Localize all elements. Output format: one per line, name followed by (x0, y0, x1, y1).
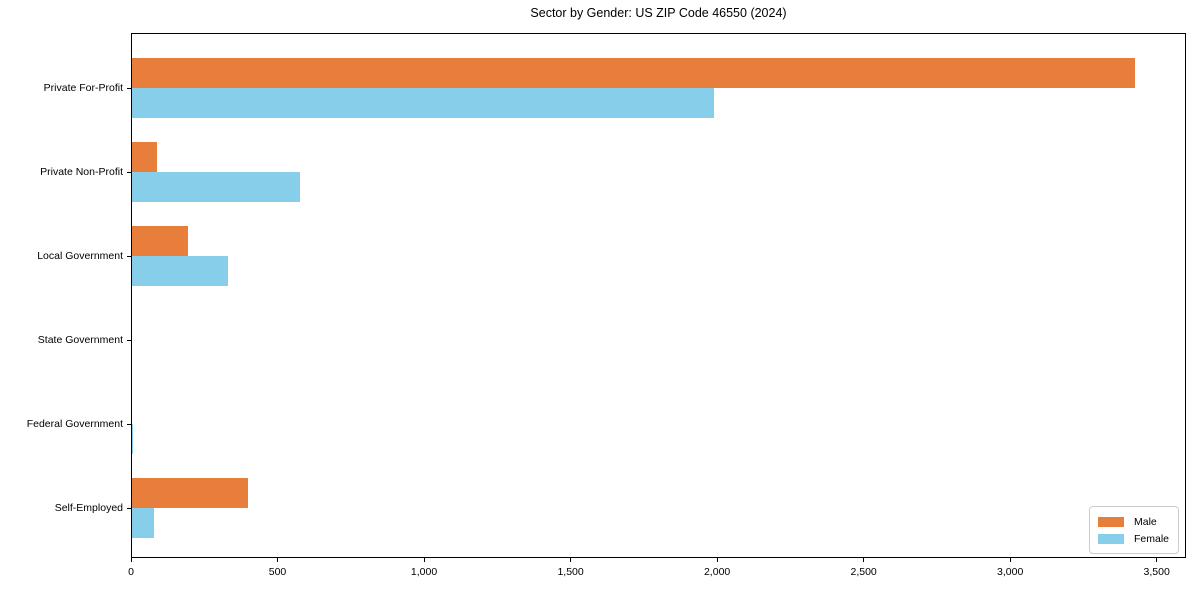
bar-female-3 (131, 340, 133, 370)
y-tick-label: Private For-Profit (43, 82, 123, 94)
bar-male-2 (131, 226, 189, 256)
x-tick-label: 1,500 (557, 566, 584, 578)
x-tick-mark (1156, 558, 1158, 562)
bar-female-2 (131, 256, 228, 286)
chart-title: Sector by Gender: US ZIP Code 46550 (202… (530, 6, 787, 20)
bar-male-0 (131, 58, 1135, 88)
x-tick-label: 0 (128, 566, 134, 578)
x-tick-label: 3,000 (997, 566, 1024, 578)
y-tick-mark (127, 256, 131, 257)
y-tick-label: Private Non-Profit (40, 166, 123, 178)
x-tick-mark (716, 558, 718, 562)
bar-male-1 (131, 142, 158, 172)
y-tick-mark (127, 88, 131, 89)
x-tick-label: 2,500 (850, 566, 877, 578)
bar-female-0 (131, 88, 715, 118)
x-tick-mark (423, 558, 425, 562)
legend-item-female: Female (1098, 530, 1170, 547)
x-tick-mark (1009, 558, 1011, 562)
legend-label-female: Female (1134, 532, 1170, 545)
legend-item-male: Male (1098, 513, 1170, 530)
y-tick-mark (127, 172, 131, 173)
x-tick-mark (570, 558, 572, 562)
y-tick-label: Federal Government (26, 418, 123, 430)
legend: Male Female (1089, 506, 1179, 554)
x-tick-mark (130, 558, 132, 562)
legend-swatch-male (1098, 516, 1124, 527)
legend-swatch-female (1098, 533, 1124, 544)
y-tick-mark (127, 340, 131, 341)
y-tick-label: State Government (37, 334, 123, 346)
x-tick-label: 2,000 (703, 566, 731, 578)
bar-male-5 (131, 478, 249, 508)
y-tick-label: Self-Employed (54, 502, 123, 514)
x-tick-label: 500 (268, 566, 287, 578)
y-tick-label: Local Government (37, 250, 123, 262)
bar-female-1 (131, 172, 300, 202)
bar-female-5 (131, 508, 154, 538)
x-tick-label: 3,500 (1143, 566, 1170, 578)
bar-female-4 (131, 424, 134, 454)
legend-label-male: Male (1134, 515, 1157, 528)
y-tick-mark (127, 424, 131, 425)
x-tick-mark (277, 558, 279, 562)
x-tick-label: 1,000 (410, 566, 438, 578)
y-tick-mark (127, 508, 131, 509)
x-tick-mark (863, 558, 865, 562)
